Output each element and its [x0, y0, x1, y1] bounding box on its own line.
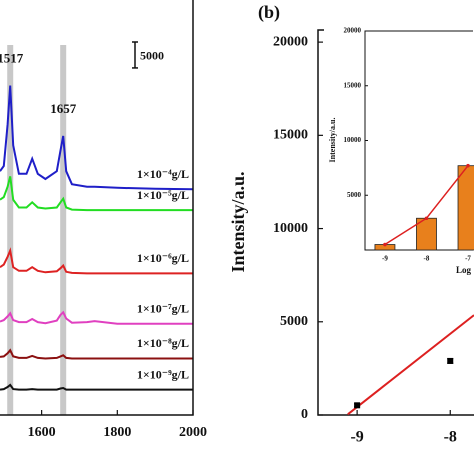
axis-frame [0, 0, 194, 416]
x-tick-label: -8 [444, 429, 457, 446]
x-tick-label: -9 [350, 429, 363, 446]
spectrum-line [0, 310, 193, 325]
data-point [447, 357, 454, 364]
bar [457, 165, 474, 251]
spectrum-line [0, 247, 193, 275]
y-tick-label: 20000 [344, 27, 362, 35]
trend-marker [466, 163, 470, 168]
inset-y-title: Intensity/a.u. [328, 118, 337, 163]
y-tick-label: 5000 [280, 314, 308, 329]
series-label: 1×10⁻⁷g/L [137, 301, 189, 315]
y-tick-label: 10000 [273, 221, 308, 236]
series-label: 1×10⁻⁵g/L [137, 188, 189, 202]
y-tick-label: 5000 [347, 191, 362, 199]
scale-bar-label: 5000 [140, 49, 164, 63]
series-label: 1×10⁻⁹g/L [137, 367, 189, 381]
y-tick-label: 15000 [273, 128, 308, 143]
y-axis-title: Intensity/a.u. [228, 171, 248, 272]
y-tick-label: 15000 [344, 81, 362, 89]
peak-label: 1657 [50, 101, 77, 116]
x-tick-label: -7 [465, 255, 471, 263]
series-label: 1×10⁻⁸g/L [137, 336, 189, 350]
x-tick-label: 1600 [28, 425, 56, 440]
spectrum-line [0, 85, 194, 191]
x-tick-label: -9 [382, 255, 388, 263]
y-tick-label: 20000 [273, 34, 308, 49]
spectrum-line [0, 383, 193, 391]
series-label: 1×10⁻⁶g/L [137, 251, 189, 265]
spectrum-line [0, 176, 193, 212]
peak-band [7, 45, 14, 415]
panel-label: (b) [258, 2, 280, 23]
x-tick-label: 2000 [179, 425, 207, 440]
trend-marker [383, 242, 387, 247]
peak-label: 1517 [0, 51, 24, 66]
x-tick-label: -8 [424, 255, 430, 263]
y-tick-label: 0 [301, 407, 308, 422]
y-tick-label: 10000 [344, 136, 362, 144]
spectrum-line [0, 348, 193, 360]
fit-line [347, 314, 474, 416]
data-point [354, 402, 361, 409]
inset-background [324, 21, 474, 272]
series-label: 1×10⁻⁴g/L [137, 167, 189, 181]
trend-marker [424, 216, 429, 221]
x-tick-label: 1800 [103, 425, 131, 440]
peak-band [60, 45, 67, 415]
inset-x-title: Log [456, 265, 472, 275]
